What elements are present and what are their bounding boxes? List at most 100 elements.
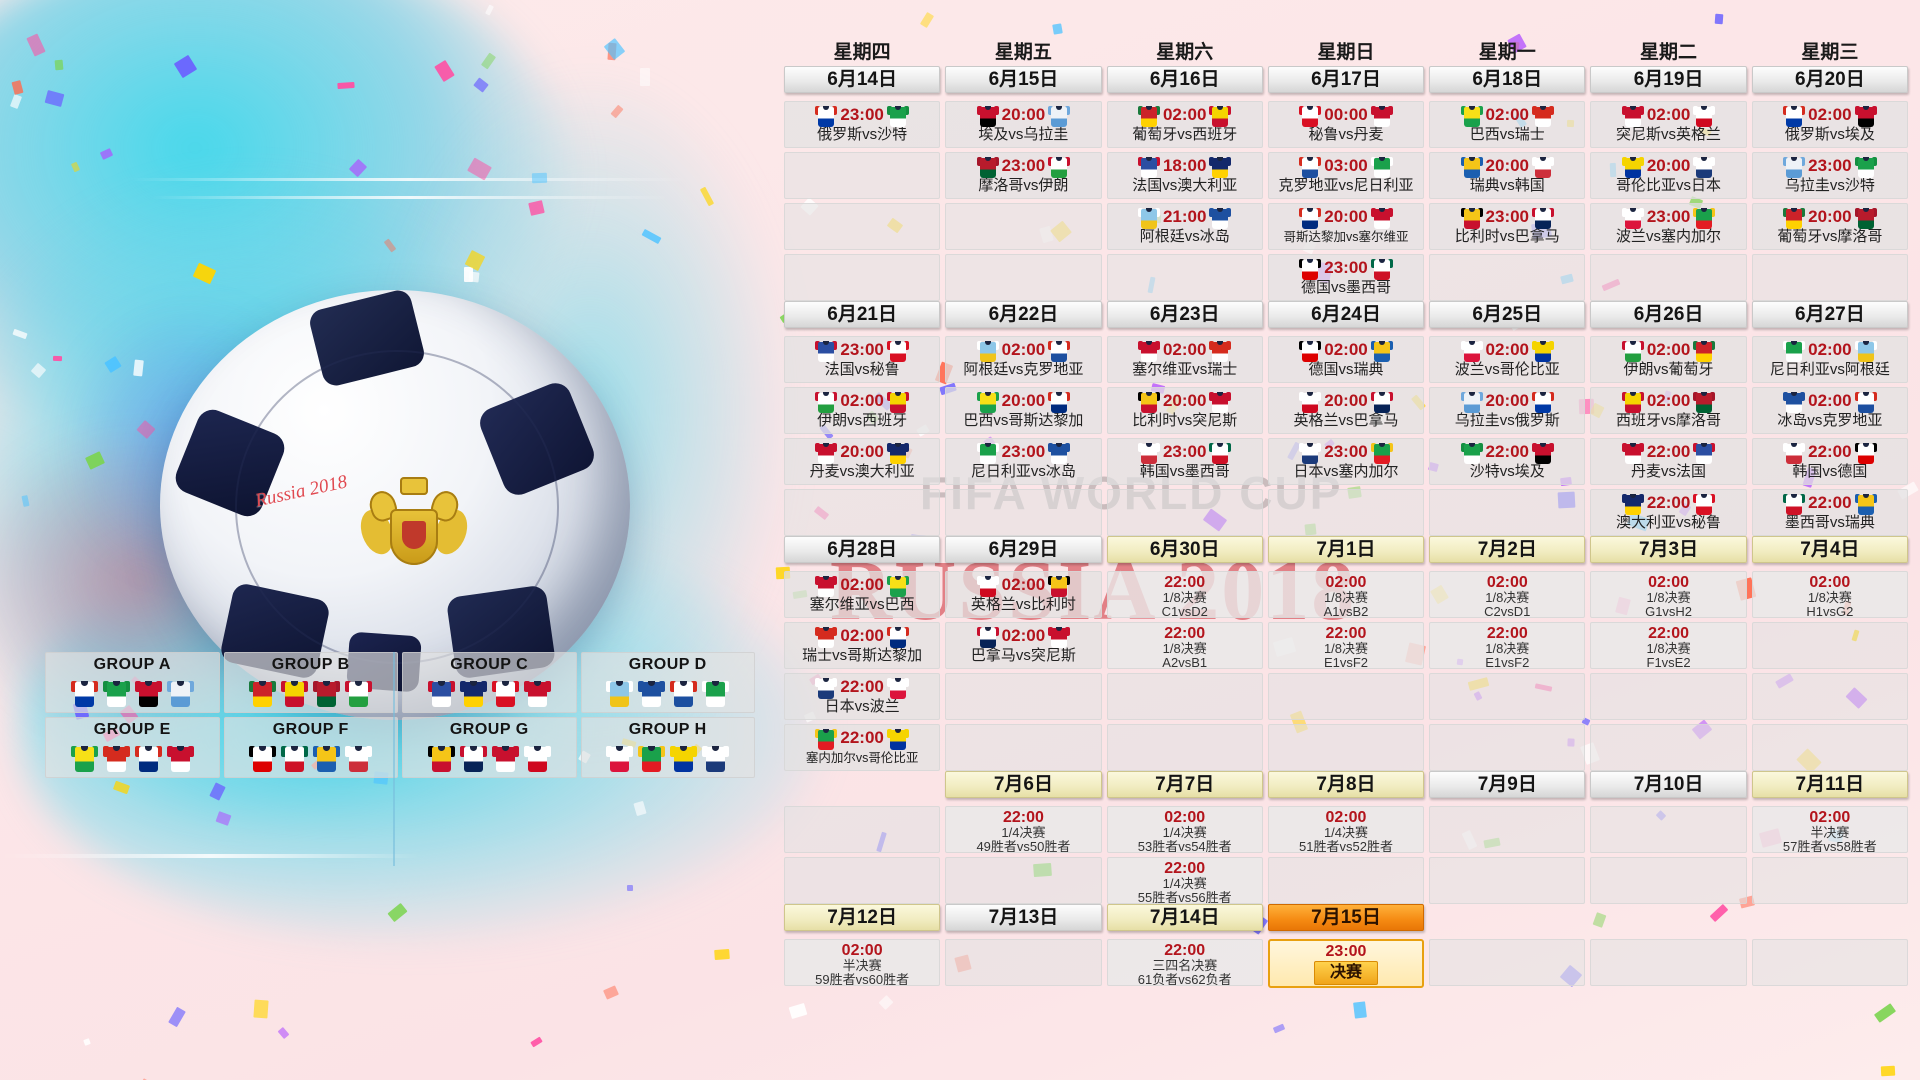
knockout-match-cell[interactable]: 02:00 1/8决赛 G1vsH2 [1590, 571, 1746, 618]
knockout-match-cell[interactable]: 02:00 1/8决赛 C2vsD1 [1429, 571, 1585, 618]
group-box-group-b[interactable]: GROUP B [224, 652, 399, 713]
date-header[interactable]: 7月11日 [1752, 771, 1908, 798]
group-match-cell[interactable]: 22:00 丹麦vs法国 [1590, 438, 1746, 485]
group-match-cell[interactable]: 02:00 葡萄牙vs西班牙 [1107, 101, 1263, 148]
date-header[interactable]: 6月29日 [945, 536, 1101, 563]
group-match-cell[interactable]: 20:00 埃及vs乌拉圭 [945, 101, 1101, 148]
date-header[interactable]: 7月1日 [1268, 536, 1424, 563]
date-header[interactable]: 7月14日 [1107, 904, 1263, 931]
group-match-cell[interactable]: 20:00 巴西vs哥斯达黎加 [945, 387, 1101, 434]
group-match-cell[interactable]: 23:00 德国vs墨西哥 [1268, 254, 1424, 301]
group-match-cell[interactable]: 20:00 瑞典vs韩国 [1429, 152, 1585, 199]
knockout-match-cell[interactable]: 22:00 1/8决赛 E1vsF2 [1429, 622, 1585, 669]
group-match-cell[interactable]: 02:00 伊朗vs葡萄牙 [1590, 336, 1746, 383]
group-match-cell[interactable]: 02:00 波兰vs哥伦比亚 [1429, 336, 1585, 383]
group-match-cell[interactable]: 20:00 哥伦比亚vs日本 [1590, 152, 1746, 199]
group-match-cell[interactable]: 23:00 乌拉圭vs沙特 [1752, 152, 1908, 199]
date-header[interactable]: 6月27日 [1752, 301, 1908, 328]
group-match-cell[interactable]: 23:00 俄罗斯vs沙特 [784, 101, 940, 148]
date-header[interactable]: 7月7日 [1107, 771, 1263, 798]
date-header[interactable]: 6月20日 [1752, 66, 1908, 93]
knockout-match-cell[interactable]: 22:00 三四名决赛 61负者vs62负者 [1107, 939, 1263, 986]
knockout-match-cell[interactable]: 02:00 半决赛 59胜者vs60胜者 [784, 939, 940, 986]
date-header[interactable]: 6月21日 [784, 301, 940, 328]
group-match-cell[interactable]: 23:00 韩国vs墨西哥 [1107, 438, 1263, 485]
date-header[interactable]: 6月14日 [784, 66, 940, 93]
group-match-cell[interactable]: 22:00 澳大利亚vs秘鲁 [1590, 489, 1746, 536]
group-match-cell[interactable]: 23:00 日本vs塞内加尔 [1268, 438, 1424, 485]
group-match-cell[interactable]: 02:00 伊朗vs西班牙 [784, 387, 940, 434]
date-header[interactable]: 6月24日 [1268, 301, 1424, 328]
group-match-cell[interactable]: 02:00 塞尔维亚vs瑞士 [1107, 336, 1263, 383]
date-header[interactable]: 6月26日 [1590, 301, 1746, 328]
group-match-cell[interactable]: 02:00 塞尔维亚vs巴西 [784, 571, 940, 618]
group-match-cell[interactable]: 00:00 秘鲁vs丹麦 [1268, 101, 1424, 148]
group-match-cell[interactable]: 02:00 冰岛vs克罗地亚 [1752, 387, 1908, 434]
date-header[interactable]: 6月28日 [784, 536, 940, 563]
group-box-group-g[interactable]: GROUP G [402, 717, 577, 778]
group-match-cell[interactable]: 20:00 比利时vs突尼斯 [1107, 387, 1263, 434]
group-match-cell[interactable]: 02:00 尼日利亚vs阿根廷 [1752, 336, 1908, 383]
group-match-cell[interactable]: 20:00 英格兰vs巴拿马 [1268, 387, 1424, 434]
group-match-cell[interactable]: 02:00 巴拿马vs突尼斯 [945, 622, 1101, 669]
group-box-group-f[interactable]: GROUP F [224, 717, 399, 778]
date-header[interactable]: 6月19日 [1590, 66, 1746, 93]
knockout-match-cell[interactable]: 22:00 1/8决赛 F1vsE2 [1590, 622, 1746, 669]
group-match-cell[interactable]: 20:00 哥斯达黎加vs塞尔维亚 [1268, 203, 1424, 250]
date-header[interactable]: 6月15日 [945, 66, 1101, 93]
group-match-cell[interactable]: 22:00 塞内加尔vs哥伦比亚 [784, 724, 940, 771]
date-header[interactable]: 7月4日 [1752, 536, 1908, 563]
group-match-cell[interactable]: 23:00 尼日利亚vs冰岛 [945, 438, 1101, 485]
date-header[interactable]: 7月3日 [1590, 536, 1746, 563]
group-match-cell[interactable]: 02:00 阿根廷vs克罗地亚 [945, 336, 1101, 383]
knockout-match-cell[interactable]: 22:00 1/8决赛 E1vsF2 [1268, 622, 1424, 669]
date-header[interactable]: 6月23日 [1107, 301, 1263, 328]
date-header[interactable]: 6月18日 [1429, 66, 1585, 93]
knockout-match-cell[interactable]: 22:00 1/8决赛 A2vsB1 [1107, 622, 1263, 669]
date-header[interactable]: 7月10日 [1590, 771, 1746, 798]
date-header[interactable]: 7月13日 [945, 904, 1101, 931]
group-box-group-d[interactable]: GROUP D [581, 652, 756, 713]
knockout-match-cell[interactable]: 02:00 1/8决赛 A1vsB2 [1268, 571, 1424, 618]
group-match-cell[interactable]: 02:00 突尼斯vs英格兰 [1590, 101, 1746, 148]
knockout-match-cell[interactable]: 02:00 1/8决赛 H1vsG2 [1752, 571, 1908, 618]
final-match-cell[interactable]: 23:00 决赛 [1268, 939, 1424, 988]
group-box-group-a[interactable]: GROUP A [45, 652, 220, 713]
group-match-cell[interactable]: 23:00 法国vs秘鲁 [784, 336, 940, 383]
date-header[interactable]: 7月9日 [1429, 771, 1585, 798]
date-header[interactable]: 6月25日 [1429, 301, 1585, 328]
group-match-cell[interactable]: 21:00 阿根廷vs冰岛 [1107, 203, 1263, 250]
date-header[interactable]: 6月22日 [945, 301, 1101, 328]
group-match-cell[interactable]: 02:00 瑞士vs哥斯达黎加 [784, 622, 940, 669]
date-header[interactable]: 6月17日 [1268, 66, 1424, 93]
knockout-match-cell[interactable]: 02:00 1/4决赛 51胜者vs52胜者 [1268, 806, 1424, 853]
date-header[interactable]: 7月6日 [945, 771, 1101, 798]
group-match-cell[interactable]: 22:00 日本vs波兰 [784, 673, 940, 720]
date-header[interactable]: 7月15日 [1268, 904, 1424, 931]
group-match-cell[interactable]: 20:00 葡萄牙vs摩洛哥 [1752, 203, 1908, 250]
group-match-cell[interactable]: 18:00 法国vs澳大利亚 [1107, 152, 1263, 199]
group-match-cell[interactable]: 20:00 乌拉圭vs俄罗斯 [1429, 387, 1585, 434]
knockout-match-cell[interactable]: 02:00 半决赛 57胜者vs58胜者 [1752, 806, 1908, 853]
group-match-cell[interactable]: 02:00 俄罗斯vs埃及 [1752, 101, 1908, 148]
group-match-cell[interactable]: 23:00 比利时vs巴拿马 [1429, 203, 1585, 250]
group-match-cell[interactable]: 23:00 波兰vs塞内加尔 [1590, 203, 1746, 250]
group-match-cell[interactable]: 20:00 丹麦vs澳大利亚 [784, 438, 940, 485]
group-match-cell[interactable]: 22:00 墨西哥vs瑞典 [1752, 489, 1908, 536]
group-match-cell[interactable]: 22:00 韩国vs德国 [1752, 438, 1908, 485]
group-box-group-h[interactable]: GROUP H [581, 717, 756, 778]
group-match-cell[interactable]: 02:00 英格兰vs比利时 [945, 571, 1101, 618]
knockout-match-cell[interactable]: 22:00 1/4决赛 55胜者vs56胜者 [1107, 857, 1263, 904]
group-box-group-c[interactable]: GROUP C [402, 652, 577, 713]
date-header[interactable]: 7月12日 [784, 904, 940, 931]
group-match-cell[interactable]: 03:00 克罗地亚vs尼日利亚 [1268, 152, 1424, 199]
date-header[interactable]: 6月30日 [1107, 536, 1263, 563]
group-match-cell[interactable]: 23:00 摩洛哥vs伊朗 [945, 152, 1101, 199]
knockout-match-cell[interactable]: 22:00 1/8决赛 C1vsD2 [1107, 571, 1263, 618]
group-box-group-e[interactable]: GROUP E [45, 717, 220, 778]
knockout-match-cell[interactable]: 22:00 1/4决赛 49胜者vs50胜者 [945, 806, 1101, 853]
group-match-cell[interactable]: 22:00 沙特vs埃及 [1429, 438, 1585, 485]
date-header[interactable]: 7月8日 [1268, 771, 1424, 798]
group-match-cell[interactable]: 02:00 西班牙vs摩洛哥 [1590, 387, 1746, 434]
date-header[interactable]: 6月16日 [1107, 66, 1263, 93]
